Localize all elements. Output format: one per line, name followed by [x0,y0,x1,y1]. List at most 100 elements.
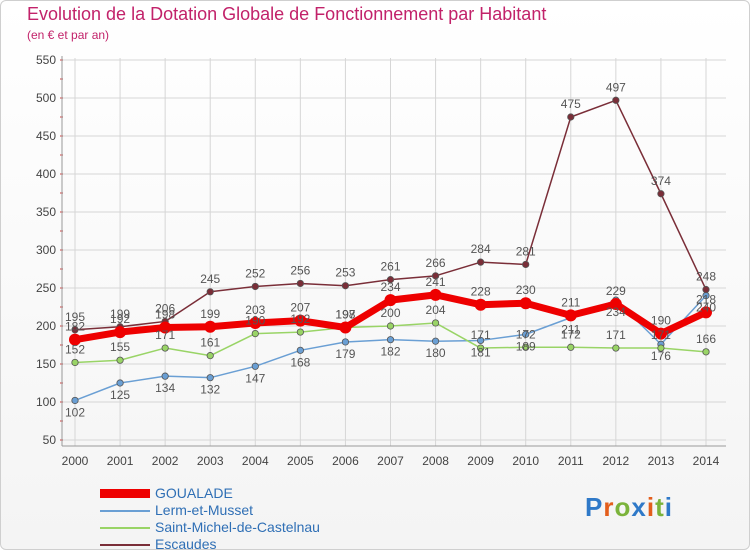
data-point [296,279,304,288]
data-point [161,344,169,352]
data-label: 211 [561,323,580,337]
data-point [69,333,81,346]
y-tick-label: 450 [36,129,56,143]
data-label: 176 [651,349,671,363]
data-label: 102 [65,405,85,419]
legend-label: Escaudes [155,536,217,552]
y-tick-label: 400 [36,167,56,181]
y-tick-label: 250 [36,281,56,295]
x-tick-label: 2013 [648,454,675,468]
data-point [341,282,350,290]
y-tick-label: 200 [36,319,56,333]
data-point [204,320,217,333]
data-point [429,288,442,301]
x-tick-label: 2002 [152,454,179,468]
data-label: 171 [606,328,626,342]
data-point [294,314,307,327]
data-point [431,319,440,327]
data-label: 253 [335,266,355,280]
data-label: 228 [471,285,491,299]
data-point [296,346,304,354]
data-point [206,374,214,382]
data-label: 207 [290,301,310,315]
data-label: 211 [561,295,580,309]
data-point [251,362,259,370]
data-label: 171 [155,328,175,342]
data-label: 248 [696,270,716,284]
data-label: 166 [696,332,716,346]
data-point [431,337,440,345]
data-point [477,258,485,266]
data-point [657,344,665,352]
legend-label: Saint-Michel-de-Castelnau [155,519,320,535]
y-tick-label: 550 [36,53,56,67]
data-point [386,336,395,344]
data-point [477,344,485,352]
y-tick-label: 100 [36,395,56,409]
x-tick-label: 2007 [377,454,404,468]
logo-letter: r [603,492,615,522]
x-tick-label: 2006 [332,454,359,468]
data-label: 161 [200,336,220,350]
data-point [522,330,530,338]
data-point [116,379,124,387]
data-label: 182 [380,345,400,359]
data-label: 182 [65,320,85,334]
data-point [567,113,575,121]
data-label: 180 [426,346,446,360]
proxiti-logo: Proxiti [585,492,673,523]
logo-letter: i [664,492,673,522]
data-label: 199 [110,307,130,321]
data-label: 152 [65,342,85,356]
legend-swatch [100,489,150,498]
data-point [386,322,395,330]
logo-letter: o [614,492,632,522]
data-label: 261 [380,260,400,274]
logo-letter: x [631,492,647,522]
legend-label: GOUALADE [155,485,233,501]
data-label: 234 [380,280,400,294]
data-point [384,294,397,307]
data-point [522,260,530,269]
data-point [522,343,530,351]
legend-swatch [100,544,150,546]
data-label: 171 [471,328,491,342]
data-point [700,306,712,319]
legend-label: Lerm-et-Musset [155,502,254,518]
data-point [296,328,304,336]
data-point [206,288,214,296]
x-tick-label: 2003 [197,454,224,468]
data-label: 199 [200,307,220,321]
data-point [609,297,622,310]
data-point [161,372,169,380]
data-label: 181 [471,345,491,359]
y-tick-label: 300 [36,243,56,257]
data-point [567,343,575,351]
data-point [386,276,395,284]
data-point [71,396,79,405]
data-labels: 182 192 198 199 203 207 197 234 241 228 230 211 229 1… [65,80,716,419]
data-point [116,356,124,364]
data-point [249,316,262,329]
data-label: 245 [200,272,220,286]
y-tick-label: 350 [36,205,56,219]
data-label: 147 [245,371,265,385]
data-point [339,321,352,334]
data-point [612,344,620,352]
data-label: 171 [651,328,671,342]
series-lines [69,96,712,405]
data-label: 497 [606,80,626,94]
x-tick-label: 2004 [242,454,269,468]
data-point [657,190,665,198]
data-point [114,326,127,339]
data-point [702,348,710,356]
legend-swatch [100,510,150,512]
y-tick-label: 50 [43,433,57,447]
data-label: 284 [471,242,491,256]
data-point [159,321,172,334]
data-label: 198 [155,308,175,322]
data-label: 204 [426,303,446,317]
